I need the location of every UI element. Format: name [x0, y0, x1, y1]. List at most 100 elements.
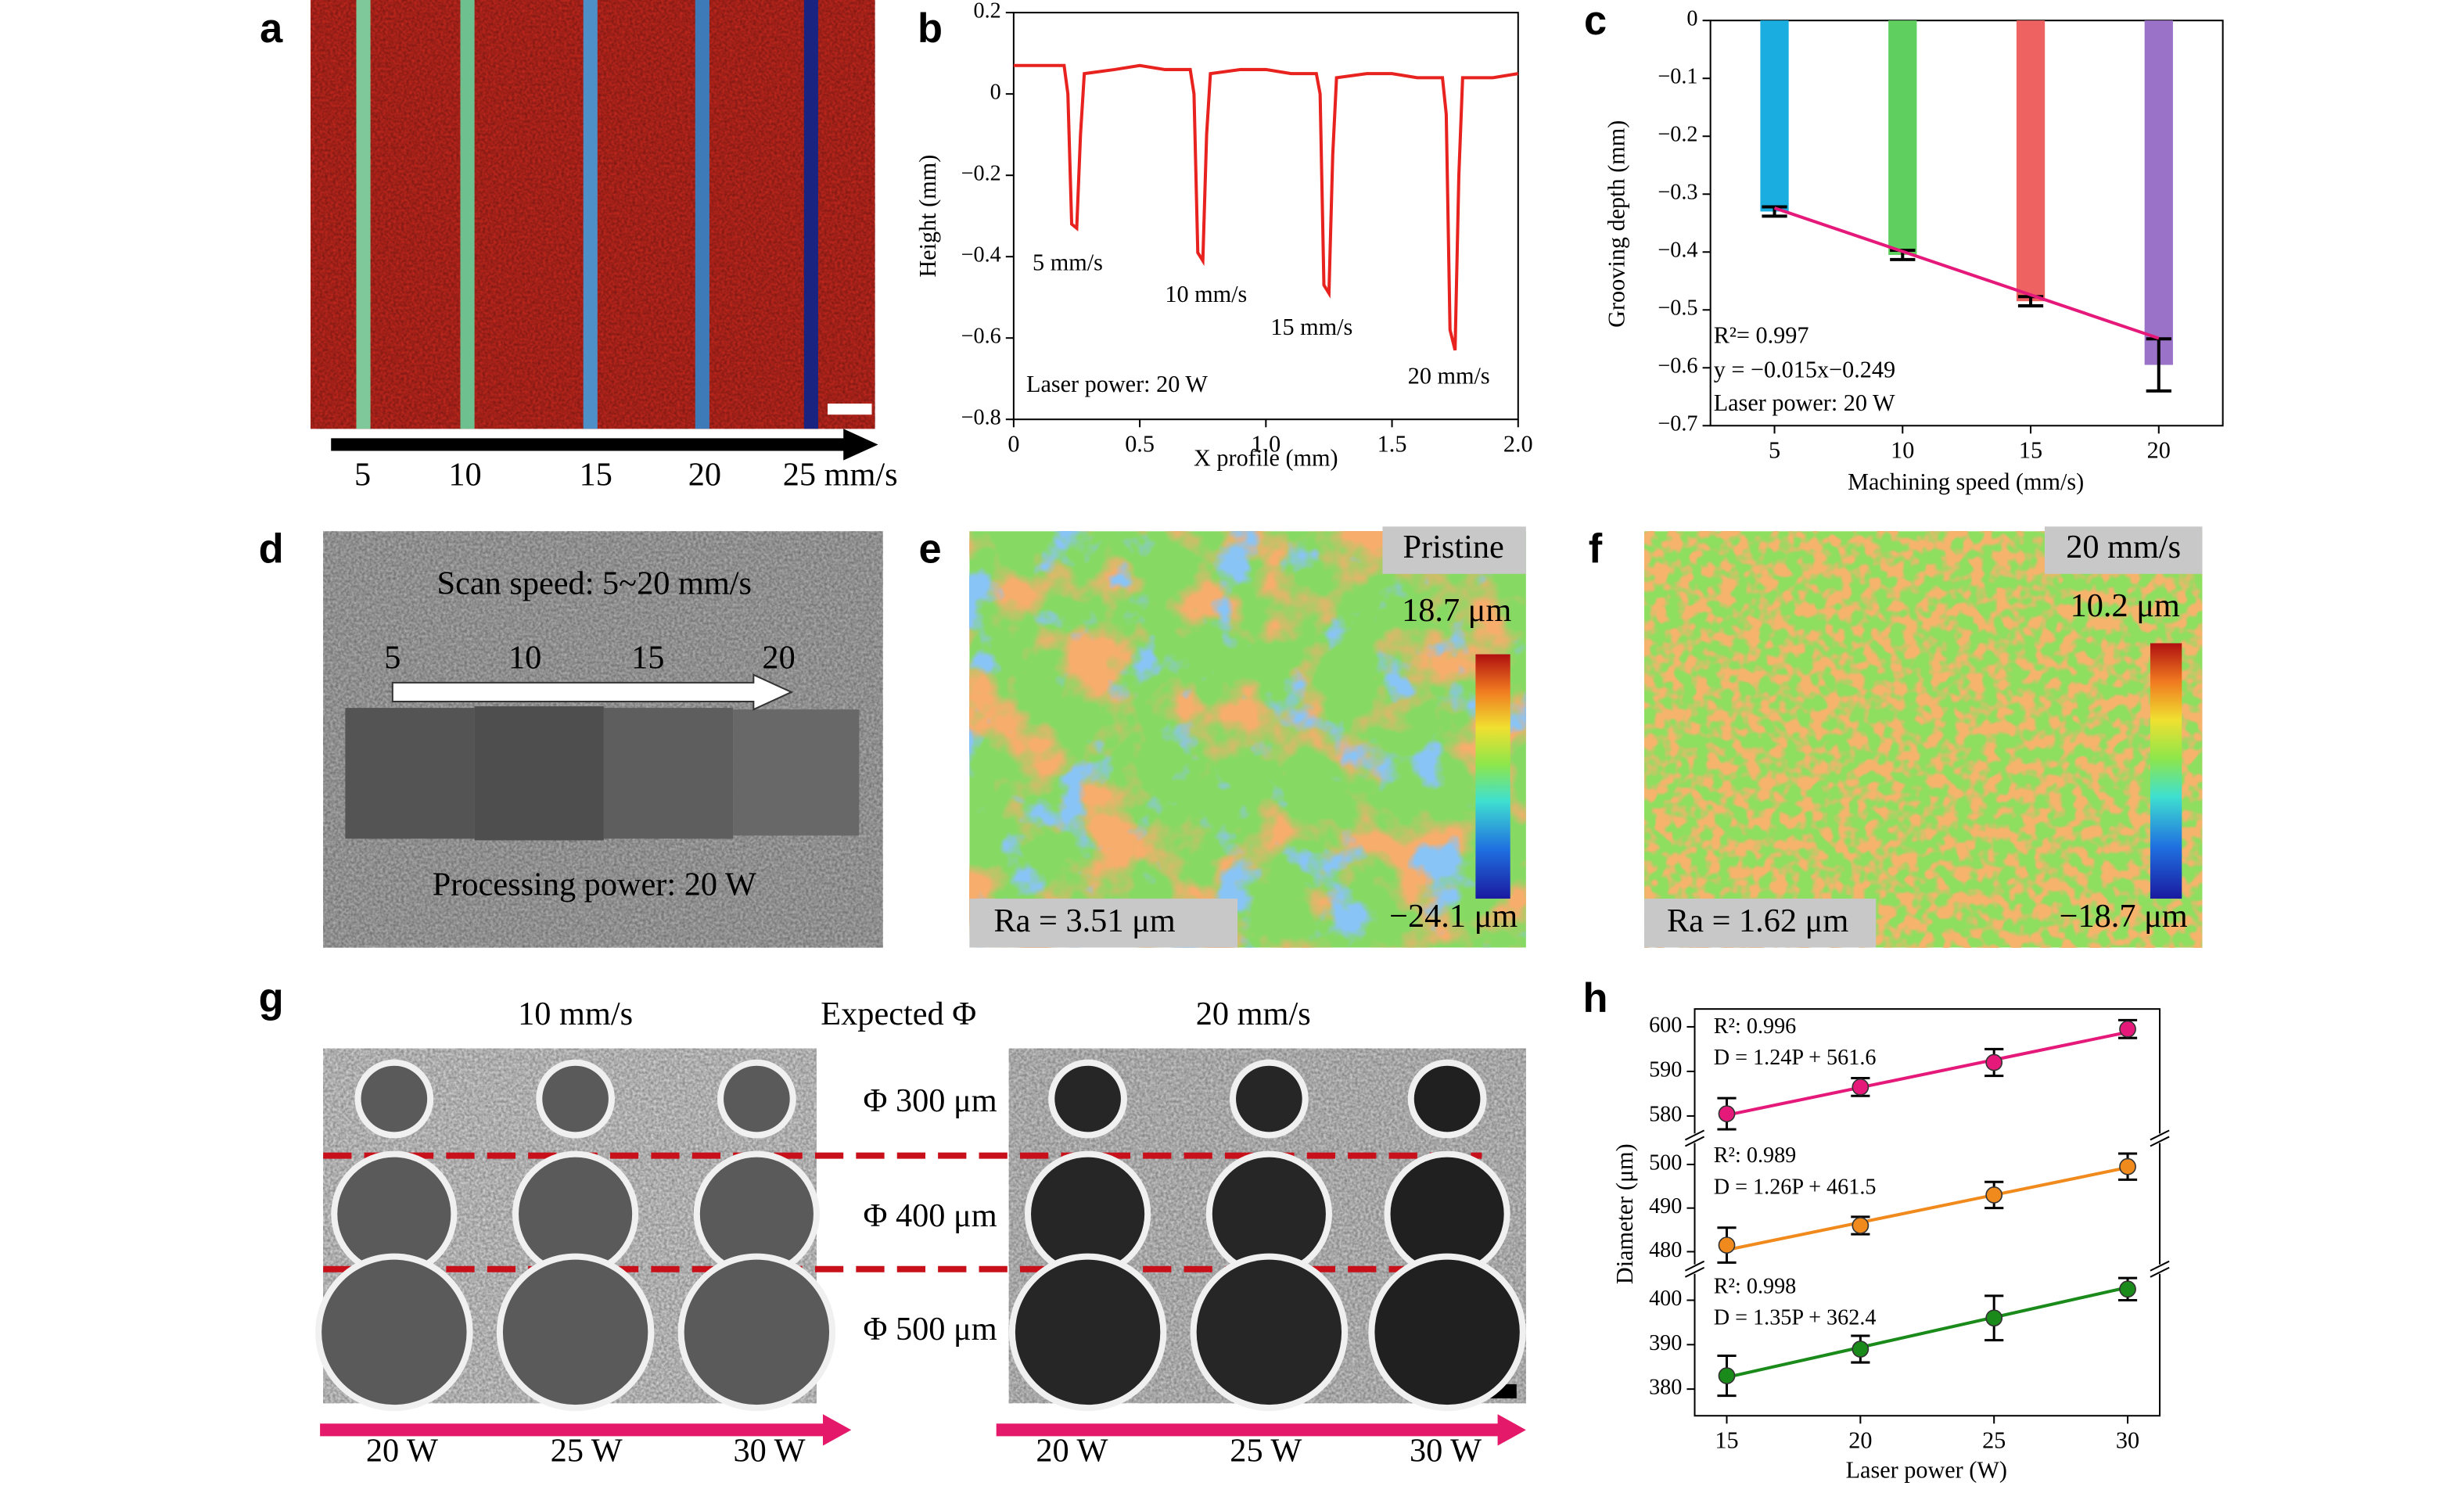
panel-letter: b: [918, 6, 943, 52]
point: [1718, 1236, 1736, 1254]
arrow: [331, 429, 878, 461]
annotation: D = 1.24P + 561.6: [1714, 1046, 1877, 1070]
colorbar: [2150, 643, 2182, 899]
panel-letter: d: [259, 526, 284, 572]
x-tick-label: 30: [2116, 1427, 2139, 1453]
y-tick-label: −0.2: [1658, 123, 1697, 147]
y-tick-label: 0: [990, 81, 1001, 105]
annotation: R²: 0.996: [1714, 1014, 1797, 1039]
arrow: [391, 673, 794, 711]
colorbar-max: 18.7 μm: [1402, 592, 1511, 629]
diameter-label: Φ 400 μm: [863, 1197, 997, 1234]
y-axis-label: Grooving depth (mm): [1604, 120, 1630, 328]
groove: [803, 0, 818, 429]
annotation: 20 mm/s: [1408, 363, 1490, 389]
hole: [1413, 1065, 1481, 1132]
power-label: 25 W: [1230, 1432, 1302, 1469]
x-tick-label: 15: [2019, 436, 2042, 463]
annotation: D = 1.26P + 461.5: [1714, 1175, 1877, 1199]
column-header: 20 mm/s: [1196, 996, 1311, 1032]
column-header: Expected Φ: [821, 996, 976, 1032]
x-tick-label: 20: [1848, 1427, 1872, 1453]
plot-frame: [1709, 20, 2224, 427]
y-tick-label: 580: [1649, 1102, 1682, 1126]
diameter-label: Φ 300 μm: [863, 1082, 997, 1119]
y-tick-label: 400: [1649, 1287, 1682, 1311]
colorbar: [1475, 654, 1510, 899]
sample: [603, 708, 734, 839]
y-tick-label: 480: [1649, 1238, 1682, 1262]
x-axis-label: Machining speed (mm/s): [1848, 468, 2084, 495]
hole: [337, 1157, 451, 1271]
x-tick-label: 2.0: [1503, 430, 1533, 457]
hole: [542, 1065, 609, 1132]
x-tick-label: 1.5: [1377, 430, 1407, 457]
speed-label: 10: [508, 639, 541, 676]
colorbar-max: 10.2 μm: [2071, 587, 2180, 624]
point: [1852, 1217, 1870, 1234]
sample: [345, 708, 475, 839]
point: [1852, 1340, 1870, 1358]
y-tick-label: −0.8: [961, 406, 1001, 430]
point: [1985, 1186, 2003, 1204]
hole: [502, 1259, 648, 1405]
point: [2119, 1020, 2136, 1038]
x-tick-label: 5: [1769, 436, 1780, 463]
annotation: 5 mm/s: [1033, 249, 1103, 276]
speed-label: 20: [688, 457, 721, 493]
speed-label: 15: [580, 457, 612, 493]
scale-bar: [828, 404, 872, 415]
hole: [1390, 1157, 1504, 1271]
groove: [695, 0, 709, 429]
hole: [684, 1259, 830, 1405]
point: [1718, 1367, 1736, 1384]
label-box: [2044, 526, 2203, 574]
panel-letter: f: [1589, 526, 1603, 572]
annotation: R²= 0.997: [1714, 321, 1809, 348]
label-box: [1644, 899, 1877, 948]
annotation: y = −0.015x−0.249: [1714, 357, 1895, 383]
sample: [474, 706, 604, 841]
fit-line: [1726, 1030, 2128, 1117]
annotation: D = 1.35P + 362.4: [1714, 1306, 1877, 1330]
annotation: 10 mm/s: [1165, 281, 1247, 307]
hole: [1031, 1157, 1145, 1271]
groove: [356, 0, 371, 429]
power-label: 30 W: [1410, 1432, 1482, 1469]
y-tick-label: 600: [1649, 1013, 1682, 1037]
hole: [1196, 1259, 1342, 1405]
speed-label: 20: [762, 639, 795, 676]
power-label: 20 W: [1036, 1432, 1108, 1469]
hole: [519, 1157, 633, 1271]
y-tick-label: −0.6: [961, 325, 1001, 349]
axis-break-mark: [1684, 1129, 2170, 1147]
y-tick-label: −0.5: [1658, 296, 1697, 321]
fit-line: [1726, 1165, 2128, 1252]
y-tick-label: 500: [1649, 1150, 1682, 1175]
speed-label: 10: [448, 457, 481, 493]
y-tick-label: −0.4: [1658, 239, 1697, 263]
power-label: 30 W: [733, 1432, 805, 1469]
speed-label: 15: [631, 639, 664, 676]
sample: [733, 709, 860, 836]
hole: [1212, 1157, 1326, 1271]
groove: [583, 0, 598, 429]
y-tick-label: −0.2: [961, 162, 1001, 186]
y-tick-label: 0: [1686, 7, 1697, 31]
label-box: [1382, 526, 1526, 574]
point: [1985, 1053, 2003, 1071]
speed-label: 5: [354, 457, 371, 493]
bar: [1760, 20, 1789, 212]
axis-break-mark: [1684, 1260, 2170, 1278]
x-axis-label: X profile (mm): [1194, 445, 1338, 472]
panel-letter: h: [1583, 976, 1608, 1021]
map-tag: 20 mm/s: [2066, 529, 2181, 565]
plot-frame: [1694, 1008, 2161, 1417]
y-tick-label: −0.4: [961, 243, 1001, 267]
profile-line: [1013, 63, 1519, 351]
x-tick-label: 0: [1008, 430, 1019, 457]
diameter-label: Φ 500 μm: [863, 1311, 997, 1348]
bar: [2144, 20, 2173, 365]
annotation: 15 mm/s: [1270, 314, 1352, 340]
roughness: Ra = 3.51 μm: [993, 903, 1175, 939]
